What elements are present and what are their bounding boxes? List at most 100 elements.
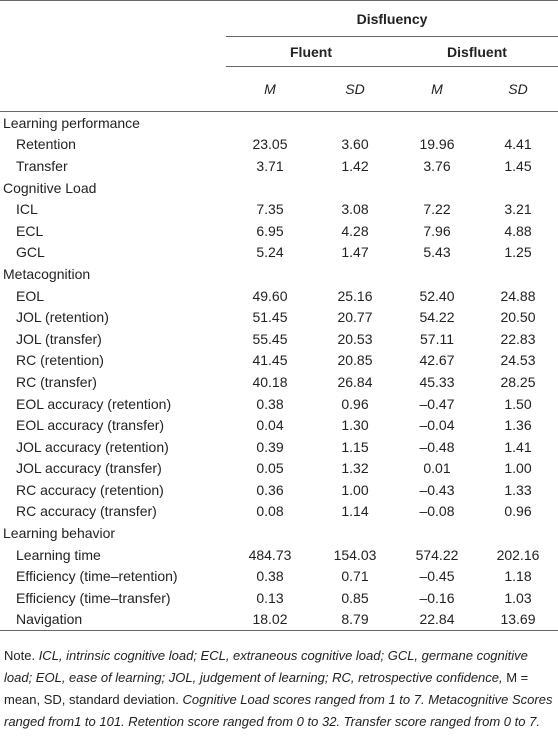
subgroup-header: Disfluent — [396, 36, 558, 67]
section-title: Learning behavior — [3, 525, 116, 542]
section-row: Learning behavior — [0, 522, 558, 544]
cell-value: 0.01 — [423, 460, 451, 477]
cell-value: 0.96 — [341, 395, 369, 412]
row-label: ECL — [16, 222, 44, 239]
cell-value: 0.96 — [504, 503, 532, 520]
row-label: GCL — [16, 244, 45, 261]
row-label: JOL (transfer) — [16, 330, 102, 347]
data-row: EOL accuracy (transfer) 0.04 1.30 –0.04 1.36 — [0, 414, 558, 436]
cell-value: 1.50 — [504, 395, 532, 412]
cell-value: 5.24 — [256, 244, 284, 261]
row-label: Transfer — [16, 157, 68, 174]
data-row: Learning time 484.73 154.03 574.22 202.16 — [0, 544, 558, 566]
header-row: Disfluency — [0, 0, 558, 37]
row-label: RC accuracy (retention) — [16, 481, 164, 498]
cell-value: 19.96 — [419, 136, 455, 153]
cell-value: 45.33 — [419, 373, 455, 390]
cell-value: –0.45 — [419, 568, 455, 585]
table-note: Note. ICL, intrinsic cognitive load; ECL… — [0, 631, 558, 733]
cell-value: 1.14 — [341, 503, 369, 520]
row-label: Efficiency (time–retention) — [16, 568, 178, 585]
data-row: JOL (transfer) 55.45 20.53 57.11 22.83 — [0, 328, 558, 350]
cell-value: 54.22 — [419, 309, 455, 326]
data-row: Transfer 3.71 1.42 3.76 1.45 — [0, 155, 558, 177]
data-row: EOL 49.60 25.16 52.40 24.88 — [0, 285, 558, 307]
cell-value: 1.30 — [341, 417, 369, 434]
data-row: RC accuracy (transfer) 0.08 1.14 –0.08 0.96 — [0, 501, 558, 523]
subgroup-header: Fluent — [226, 36, 396, 67]
cell-value: 57.11 — [420, 330, 454, 347]
row-label: EOL — [16, 287, 45, 304]
data-row: GCL 5.24 1.47 5.43 1.25 — [0, 242, 558, 264]
row-label: RC accuracy (transfer) — [16, 503, 157, 520]
subheader-row: Fluent Disfluent — [0, 36, 558, 67]
data-row: Efficiency (time–transfer) 0.13 0.85 –0.16 1… — [0, 587, 558, 609]
row-label: EOL accuracy (retention) — [16, 395, 172, 412]
cell-value: 7.96 — [423, 222, 451, 239]
corner — [0, 1, 226, 37]
note-text: M = mean, SD, standard deviation. — [4, 670, 529, 708]
cell-value: 154.03 — [333, 546, 377, 563]
cell-value: 1.41 — [504, 438, 532, 455]
cell-value: 1.00 — [341, 481, 369, 498]
cell-value: 1.15 — [341, 438, 369, 455]
cell-value: 3.60 — [341, 136, 369, 153]
data-row: Retention 23.05 3.60 19.96 4.41 — [0, 134, 558, 156]
cell-value: 574.22 — [415, 546, 459, 563]
cell-value: –0.16 — [419, 589, 455, 606]
cell-value: 28.25 — [500, 373, 536, 390]
cell-value: 41.45 — [252, 352, 288, 369]
data-row: RC accuracy (retention) 0.36 1.00 –0.43 1.33 — [0, 479, 558, 501]
data-row: JOL accuracy (retention) 0.39 1.15 –0.48 1.4… — [0, 436, 558, 458]
cell-value: 1.03 — [504, 589, 532, 606]
section-title: Cognitive Load — [3, 179, 97, 196]
cell-value: 0.39 — [256, 438, 284, 455]
row-label: JOL (retention) — [16, 309, 109, 326]
data-row: JOL accuracy (transfer) 0.05 1.32 0.01 1.00 — [0, 458, 558, 480]
cell-value: 20.50 — [500, 309, 536, 326]
cell-value: 0.04 — [256, 417, 284, 434]
cell-value: 7.35 — [256, 201, 284, 218]
cell-value: 1.25 — [504, 244, 532, 261]
cell-value: 24.88 — [500, 287, 536, 304]
row-label: Navigation — [16, 611, 83, 628]
cell-value: 1.00 — [504, 460, 532, 477]
cell-value: 1.18 — [504, 568, 532, 585]
cell-value: 26.84 — [337, 373, 373, 390]
row-label: EOL accuracy (transfer) — [16, 417, 165, 434]
cell-value: 18.02 — [252, 611, 288, 628]
data-row: Navigation 18.02 8.79 22.84 13.69 — [0, 609, 558, 631]
cell-value: 3.08 — [341, 201, 369, 218]
group-header: Disfluency — [226, 0, 558, 37]
cell-value: 52.40 — [419, 287, 455, 304]
data-row: ICL 7.35 3.08 7.22 3.21 — [0, 198, 558, 220]
stat-header: SD — [345, 81, 365, 97]
cell-value: 22.84 — [419, 611, 455, 628]
cell-value: –0.08 — [419, 503, 455, 520]
section-row: Cognitive Load — [0, 177, 558, 199]
data-row: JOL (retention) 51.45 20.77 54.22 20.50 — [0, 306, 558, 328]
cell-value: 49.60 — [252, 287, 288, 304]
data-row: RC (transfer) 40.18 26.84 45.33 28.25 — [0, 371, 558, 393]
cell-value: 40.18 — [252, 373, 288, 390]
row-label: Learning time — [16, 546, 101, 563]
cell-value: 3.76 — [423, 157, 451, 174]
cell-value: 1.33 — [504, 481, 532, 498]
cell-value: 24.53 — [500, 352, 536, 369]
cell-value: 0.08 — [256, 503, 284, 520]
cell-value: 20.77 — [337, 309, 373, 326]
data-row: RC (retention) 41.45 20.85 42.67 24.53 — [0, 350, 558, 372]
cell-value: 5.43 — [423, 244, 451, 261]
row-label: JOL accuracy (transfer) — [16, 460, 162, 477]
cell-value: 484.73 — [248, 546, 292, 563]
stat-header: M — [431, 81, 443, 97]
cell-value: 3.21 — [504, 201, 532, 218]
cell-value: 55.45 — [252, 330, 288, 347]
cell-value: 4.41 — [504, 136, 532, 153]
cell-value: 1.32 — [341, 460, 369, 477]
cell-value: 13.69 — [500, 611, 536, 628]
cell-value: 1.36 — [504, 417, 532, 434]
table-body: Learning performance Retention 23.05 3.60 19… — [0, 112, 558, 631]
cell-value: 0.38 — [256, 568, 284, 585]
